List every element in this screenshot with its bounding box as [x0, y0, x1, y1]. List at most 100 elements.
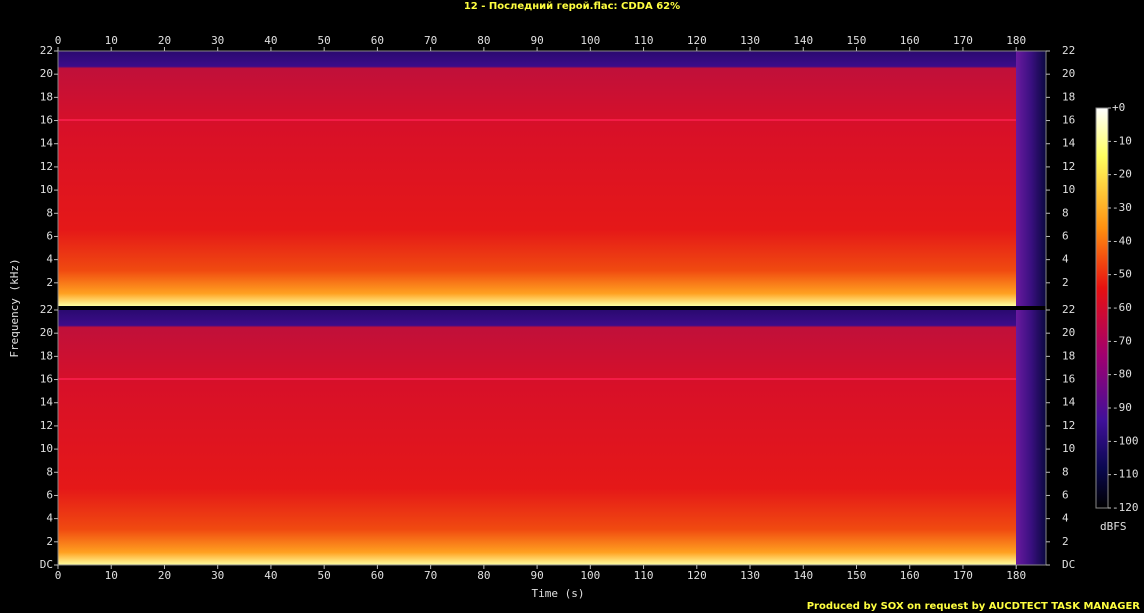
- x-tick-label-top: 60: [371, 34, 384, 47]
- x-tick-label: 150: [847, 569, 867, 582]
- y-tick-label-right: 6: [1062, 229, 1069, 242]
- x-tick-label: 100: [580, 569, 600, 582]
- colorbar-tick-label: -40: [1112, 234, 1132, 247]
- spectrum-tail-bottom: [1016, 310, 1046, 565]
- y-tick-label: 8: [46, 206, 53, 219]
- y-axis-label: Frequency (kHz): [8, 258, 21, 357]
- colorbar-tick-label: +0: [1112, 101, 1125, 114]
- y-tick-label-right: DC: [1062, 558, 1075, 571]
- x-tick-label: 80: [477, 569, 490, 582]
- y-tick-label: 2: [46, 276, 53, 289]
- y-tick-label: 4: [46, 512, 53, 525]
- colorbar-tick-label: -120: [1112, 501, 1139, 514]
- y-tick-label-right: 8: [1062, 206, 1069, 219]
- x-tick-label-top: 110: [634, 34, 654, 47]
- spectrum-tail-top: [1016, 51, 1046, 306]
- x-tick-label: 130: [740, 569, 760, 582]
- colorbar-tick-label: -50: [1112, 268, 1132, 281]
- x-tick-label-top: 10: [105, 34, 118, 47]
- y-tick-label-right: 14: [1062, 137, 1076, 150]
- y-tick-label-right: 20: [1062, 326, 1075, 339]
- x-tick-label: 60: [371, 569, 384, 582]
- y-tick-label-right: 18: [1062, 349, 1075, 362]
- x-axis-label: Time (s): [532, 587, 585, 600]
- y-tick-label: 6: [46, 488, 53, 501]
- y-tick-label-right: 22: [1062, 303, 1075, 316]
- plot-frame: [57, 50, 1047, 566]
- y-tick-label-right: 4: [1062, 253, 1069, 266]
- colorbar-tick-label: -90: [1112, 401, 1132, 414]
- x-tick-label-top: 90: [530, 34, 543, 47]
- x-tick-label: 160: [900, 569, 920, 582]
- y-tick-label-right: 14: [1062, 396, 1076, 409]
- colorbar-tick-label: -60: [1112, 301, 1132, 314]
- y-tick-label-right: 12: [1062, 160, 1075, 173]
- colorbar-tick-label: -110: [1112, 468, 1139, 481]
- spectrum-top: [58, 51, 1016, 306]
- x-tick-label: 140: [793, 569, 813, 582]
- y-tick-label: 12: [40, 160, 53, 173]
- y-tick-label: 16: [40, 114, 53, 127]
- footer: Produced by SOX on request by AUCDTECT T…: [807, 601, 1141, 612]
- y-tick-label-right: 2: [1062, 276, 1069, 289]
- y-tick-label: 12: [40, 419, 53, 432]
- y-tick-label-right: 8: [1062, 465, 1069, 478]
- y-tick-label: DC: [40, 558, 53, 571]
- y-tick-label-right: 10: [1062, 442, 1075, 455]
- y-tick-label-right: 4: [1062, 512, 1069, 525]
- x-tick-label-top: 40: [264, 34, 277, 47]
- y-tick-label: 20: [40, 67, 53, 80]
- y-tick-label-right: 10: [1062, 183, 1075, 196]
- x-tick-label: 180: [1006, 569, 1026, 582]
- x-tick-label-top: 120: [687, 34, 707, 47]
- x-tick-label-top: 50: [318, 34, 331, 47]
- colorbar-label: dBFS: [1100, 520, 1127, 533]
- x-tick-label-top: 130: [740, 34, 760, 47]
- x-tick-label-top: 30: [211, 34, 224, 47]
- x-tick-label-top: 100: [580, 34, 600, 47]
- x-tick-label: 110: [634, 569, 654, 582]
- y-tick-label-right: 20: [1062, 67, 1075, 80]
- colorbar-tick-label: -10: [1112, 134, 1132, 147]
- y-tick-label-right: 6: [1062, 488, 1069, 501]
- y-tick-label: 20: [40, 326, 53, 339]
- y-tick-label: 14: [40, 137, 54, 150]
- x-tick-label-top: 20: [158, 34, 171, 47]
- x-tick-label: 40: [264, 569, 277, 582]
- x-tick-label: 90: [530, 569, 543, 582]
- chart-title: 12 - Последний герой.flac: CDDA 62%: [464, 1, 680, 12]
- x-tick-label: 10: [105, 569, 118, 582]
- x-tick-label: 0: [55, 569, 62, 582]
- x-tick-label-top: 170: [953, 34, 973, 47]
- x-tick-label-top: 150: [847, 34, 867, 47]
- y-tick-label: 16: [40, 373, 53, 386]
- x-tick-label: 20: [158, 569, 171, 582]
- y-tick-label: 6: [46, 229, 53, 242]
- colorbar-tick-label: -20: [1112, 168, 1132, 181]
- y-tick-label-right: 22: [1062, 44, 1075, 57]
- spectrum-bottom: [58, 310, 1016, 565]
- y-tick-label-right: 16: [1062, 114, 1075, 127]
- y-tick-label: 18: [40, 349, 53, 362]
- x-tick-label-top: 0: [55, 34, 62, 47]
- colorbar-tick-label: -30: [1112, 201, 1132, 214]
- y-tick-label: 22: [40, 303, 53, 316]
- y-tick-label: 18: [40, 90, 53, 103]
- x-tick-label: 30: [211, 569, 224, 582]
- y-tick-label: 10: [40, 442, 53, 455]
- y-tick-label-right: 2: [1062, 535, 1069, 548]
- x-tick-label: 70: [424, 569, 437, 582]
- y-tick-label: 4: [46, 253, 53, 266]
- x-tick-label-top: 70: [424, 34, 437, 47]
- y-tick-label-right: 12: [1062, 419, 1075, 432]
- panels: [57, 50, 1109, 566]
- y-tick-label-right: 16: [1062, 373, 1075, 386]
- x-tick-label: 120: [687, 569, 707, 582]
- x-tick-label: 170: [953, 569, 973, 582]
- x-tick-label: 50: [318, 569, 331, 582]
- x-tick-label-top: 180: [1006, 34, 1026, 47]
- y-tick-label: 2: [46, 535, 53, 548]
- y-tick-label: 8: [46, 465, 53, 478]
- y-tick-label: 22: [40, 44, 53, 57]
